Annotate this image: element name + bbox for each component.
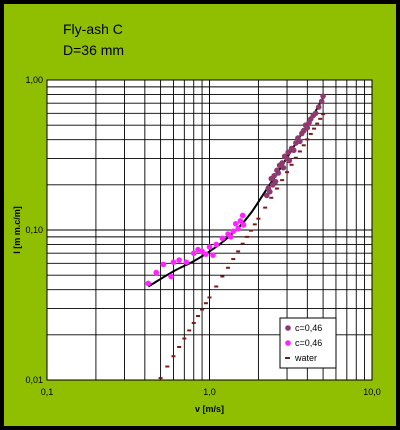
water-point <box>236 250 241 253</box>
water-point <box>269 196 274 199</box>
water-point <box>308 132 313 135</box>
pink-point <box>230 228 237 235</box>
legend-label-pink: c=0,46 <box>295 338 322 348</box>
pink-point <box>160 261 167 268</box>
chart-title-line-2: D=36 mm <box>63 42 124 58</box>
x-axis-label: v [m/s] <box>195 404 224 414</box>
chart-title-line-1: Fly-ash C <box>63 21 123 37</box>
water-point <box>165 365 170 368</box>
dark-point <box>315 104 322 110</box>
dark-point <box>312 110 319 117</box>
dark-point <box>271 172 277 179</box>
dark-point <box>318 98 325 105</box>
pink-point <box>168 273 174 280</box>
water-point <box>248 229 253 232</box>
water-point <box>285 171 290 174</box>
water-point <box>315 122 320 125</box>
grid-lines <box>47 80 372 380</box>
water-point <box>293 156 298 159</box>
dark-point <box>275 170 282 176</box>
water-point <box>256 217 261 220</box>
water-point <box>274 187 279 190</box>
x-tick-label-1: 0,1 <box>41 387 54 397</box>
pink-point <box>206 244 213 250</box>
dark-point <box>290 147 297 154</box>
legend-marker-water <box>285 357 290 359</box>
legend-marker-dark <box>285 325 291 331</box>
pink-point <box>176 257 182 263</box>
pink-point <box>210 252 216 258</box>
water-point <box>305 138 310 141</box>
pink-point <box>239 212 246 219</box>
water-point <box>220 275 225 278</box>
dark-point <box>263 192 270 199</box>
water-point <box>187 329 192 332</box>
pink-point <box>145 280 152 287</box>
plot-area <box>46 79 373 381</box>
pink-point <box>240 222 247 228</box>
pink-point <box>190 250 197 257</box>
legend-marker-pink <box>285 340 291 346</box>
water-point <box>252 223 257 226</box>
water-point <box>207 296 212 299</box>
pink-point <box>153 269 160 276</box>
water-point <box>177 345 182 348</box>
water-point <box>312 127 317 130</box>
x-tick-label-3: 10,0 <box>363 387 381 397</box>
water-point <box>203 302 208 305</box>
pink-point <box>232 220 239 227</box>
pink-point <box>235 225 241 232</box>
dark-point <box>279 160 285 166</box>
pink-point <box>227 234 234 240</box>
water-point <box>226 266 231 269</box>
water-point <box>214 285 219 288</box>
dark-point <box>304 125 311 131</box>
legend: c=0,46 c=0,46 water <box>279 317 337 369</box>
water-point <box>301 144 306 147</box>
pink-point <box>203 251 209 257</box>
dark-point <box>286 157 293 164</box>
water-point <box>200 308 205 311</box>
water-point <box>182 337 187 340</box>
water-point <box>158 377 163 380</box>
water-point <box>171 355 176 358</box>
y-tick-label-3: 0,01 <box>25 375 43 385</box>
water-point <box>196 315 201 318</box>
pink-point <box>170 259 177 266</box>
y-tick-label-2: 0,10 <box>25 225 43 235</box>
dark-point <box>320 93 326 99</box>
dark-point <box>266 188 273 195</box>
water-point <box>280 179 285 182</box>
water-point <box>231 258 236 261</box>
legend-label-dark: c=0,46 <box>295 323 322 333</box>
dark-point <box>297 138 303 145</box>
water-point <box>263 206 268 209</box>
dark-point <box>285 149 291 156</box>
dark-point <box>272 178 279 185</box>
dark-point <box>280 164 287 171</box>
water-point <box>191 321 196 324</box>
y-tick-label-1: 1,00 <box>25 75 43 85</box>
water-point <box>289 163 294 166</box>
water-point <box>297 150 302 153</box>
y-axis-label: I [m m.c/m] <box>12 206 22 254</box>
water-point <box>240 242 245 245</box>
data-marks <box>145 93 326 380</box>
plot-border <box>46 79 373 381</box>
legend-label-water: water <box>294 353 317 363</box>
pink-point <box>213 241 220 248</box>
water-point <box>318 117 323 120</box>
pink-point <box>219 235 226 242</box>
pink-point <box>237 218 244 224</box>
water-point <box>244 235 249 238</box>
x-tick-label-2: 1,0 <box>203 387 216 397</box>
pink-point <box>183 259 190 266</box>
water-point <box>321 113 326 116</box>
